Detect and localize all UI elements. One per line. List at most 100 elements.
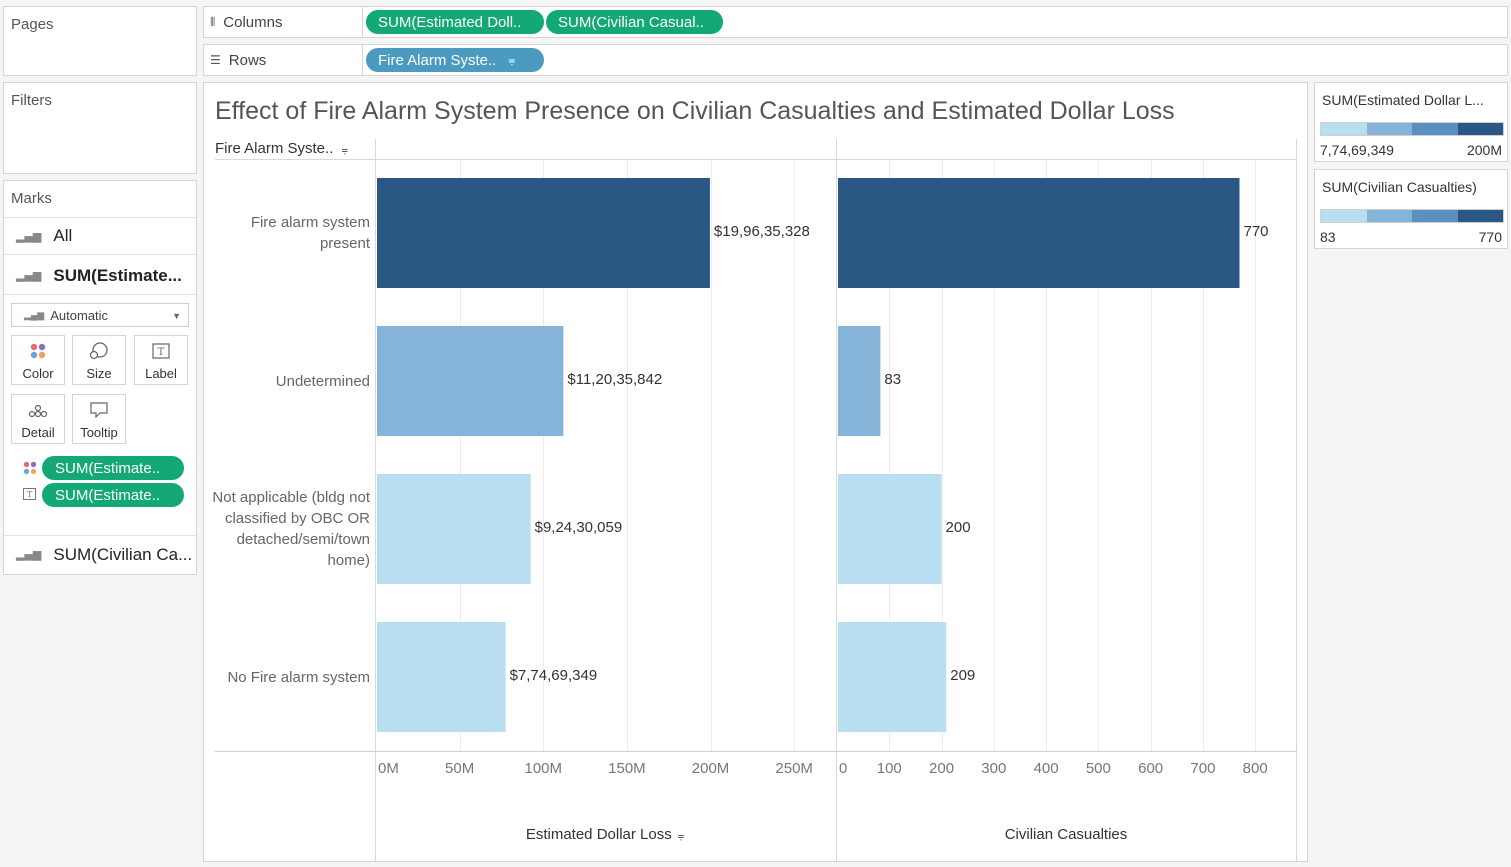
casualties-tick-label: 200 [929, 760, 955, 777]
casualties-bar [838, 622, 947, 732]
bar-chart [215, 139, 1297, 861]
columns-icon: ⦀ [210, 14, 216, 29]
rows-pill-fire-alarm[interactable]: Fire Alarm Syste.. ⩦ [366, 48, 544, 72]
color-icon [30, 343, 46, 359]
casualties-bar [838, 326, 881, 436]
row-header[interactable]: Fire Alarm Syste.. ⩦ [215, 140, 348, 157]
category-label[interactable]: No Fire alarm system [227, 668, 370, 686]
dollar-loss-bar [377, 178, 710, 288]
viz-area: Effect of Fire Alarm System Presence on … [203, 82, 1308, 862]
casualties-bar [838, 474, 942, 584]
x-axis-title-dollar-loss: Estimated Dollar Loss ⩦ [525, 826, 685, 843]
legend-dollar-loss[interactable]: SUM(Estimated Dollar L... 7,74,69,349 20… [1314, 82, 1508, 162]
legend-min: 7,74,69,349 [1320, 142, 1394, 158]
color-field-icon [23, 461, 37, 475]
dollar-loss-value-label: $19,96,35,328 [713, 223, 810, 240]
color-field-pill[interactable]: SUM(Estimate.. [42, 456, 184, 480]
casualties-tick-label: 600 [1138, 760, 1164, 777]
casualties-tick-label: 400 [1033, 760, 1059, 777]
casualties-value-label: 200 [945, 519, 971, 536]
category-label[interactable]: Not applicable (bldg not classified by O… [212, 489, 370, 569]
casualties-tick-label: 300 [981, 760, 1007, 777]
color-ramp [1320, 209, 1504, 223]
columns-pill-casualties[interactable]: SUM(Civilian Casual.. [546, 10, 723, 34]
dollar-loss-bar [377, 474, 531, 584]
sort-icon[interactable]: ⩦ [341, 144, 348, 156]
svg-text:T: T [158, 347, 165, 358]
dollar-loss-value-label: $9,24,30,059 [534, 519, 623, 536]
size-icon [89, 342, 108, 360]
ramp-step [1366, 210, 1412, 222]
casualties-value-label: 83 [884, 371, 902, 388]
marks-row-all[interactable]: ▂▄▆ All [4, 217, 196, 255]
size-button[interactable]: Size [72, 335, 126, 385]
filters-label: Filters [11, 92, 52, 109]
casualties-value-label: 209 [950, 667, 976, 684]
bar-chart-icon: ▂▄▆ [16, 269, 42, 282]
casualties-tick-label: 700 [1190, 760, 1216, 777]
dollar-loss-value-label: $7,74,69,349 [509, 667, 598, 684]
ramp-step [1412, 123, 1458, 135]
legend-casualties[interactable]: SUM(Civilian Casualties) 83 770 [1314, 169, 1508, 249]
legend-title: SUM(Civilian Casualties) [1322, 179, 1477, 195]
category-label[interactable]: Undetermined [275, 372, 370, 390]
rows-icon: ☰ [210, 53, 221, 67]
detail-button[interactable]: Detail [11, 394, 65, 444]
columns-label: ⦀ Columns [210, 13, 283, 31]
svg-text:T: T [27, 490, 33, 499]
casualties-tick-label: 0 [839, 760, 848, 777]
ramp-step [1321, 210, 1367, 222]
legend-min: 83 [1320, 229, 1336, 245]
tooltip-icon [90, 402, 108, 418]
dollar-loss-tick-label: 100M [524, 760, 563, 777]
detail-icon [28, 404, 48, 418]
pages-shelf[interactable]: Pages [3, 6, 197, 76]
filters-shelf[interactable]: Filters [3, 82, 197, 174]
ramp-step [1457, 210, 1503, 222]
ramp-step [1412, 210, 1458, 222]
rows-label: ☰ Rows [210, 51, 267, 69]
label-button[interactable]: T Label [134, 335, 188, 385]
bar-chart-icon: ▂▄▆ [16, 229, 42, 243]
casualties-bar [838, 178, 1240, 288]
chart-title: Effect of Fire Alarm System Presence on … [215, 97, 1175, 125]
legend-title: SUM(Estimated Dollar L... [1322, 92, 1484, 108]
casualties-tick-label: 500 [1085, 760, 1111, 777]
bar-chart-icon: ▂▄▆ [24, 309, 45, 320]
dollar-loss-value-label: $11,20,35,842 [567, 371, 663, 388]
sort-icon[interactable]: ⩦ [677, 830, 685, 842]
label-icon: T [152, 343, 170, 359]
dollar-loss-tick-label: 150M [608, 760, 646, 777]
legend-max: 200M [1466, 142, 1502, 158]
marks-row-casualties[interactable]: ▂▄▆ SUM(Civilian Ca... [4, 535, 196, 573]
dollar-loss-bar [377, 326, 564, 436]
dollar-loss-tick-label: 200M [691, 760, 730, 777]
ramp-step [1457, 123, 1503, 135]
dollar-loss-tick-label: 250M [775, 760, 813, 777]
marks-title: Marks [11, 190, 52, 207]
casualties-tick-label: 100 [876, 760, 902, 777]
mark-type-select[interactable]: ▂▄▆ Automatic ▼ [11, 303, 189, 327]
shelf-divider [362, 7, 363, 37]
chevron-down-icon: ▼ [172, 311, 181, 321]
tooltip-button[interactable]: Tooltip [72, 394, 126, 444]
casualties-tick-label: 800 [1242, 760, 1268, 777]
columns-pill-dollar-loss[interactable]: SUM(Estimated Doll.. [366, 10, 544, 34]
color-ramp [1320, 122, 1504, 136]
ramp-step [1321, 123, 1367, 135]
x-axis-title-casualties: Civilian Casualties [1004, 826, 1128, 843]
label-field-pill[interactable]: SUM(Estimate.. [42, 483, 184, 507]
label-field-icon: T [23, 488, 36, 500]
dollar-loss-tick-label: 50M [445, 760, 475, 777]
marks-row-dollar-loss[interactable]: ▂▄▆ SUM(Estimate... [4, 257, 196, 295]
legend-max: 770 [1478, 229, 1502, 245]
category-label[interactable]: Fire alarm system present [250, 214, 370, 252]
marks-card: Marks ▂▄▆ All ▂▄▆ SUM(Estimate... ▂▄▆ Autom… [3, 180, 197, 575]
dollar-loss-bar [377, 622, 506, 732]
columns-shelf[interactable]: ⦀ Columns SUM(Estimated Doll.. SUM(Civili… [203, 6, 1508, 38]
dollar-loss-tick-label: 0M [378, 760, 399, 777]
rows-shelf[interactable]: ☰ Rows Fire Alarm Syste.. ⩦ [203, 44, 1508, 76]
sort-icon[interactable]: ⩦ [508, 52, 516, 67]
color-button[interactable]: Color [11, 335, 65, 385]
pages-label: Pages [11, 16, 54, 33]
